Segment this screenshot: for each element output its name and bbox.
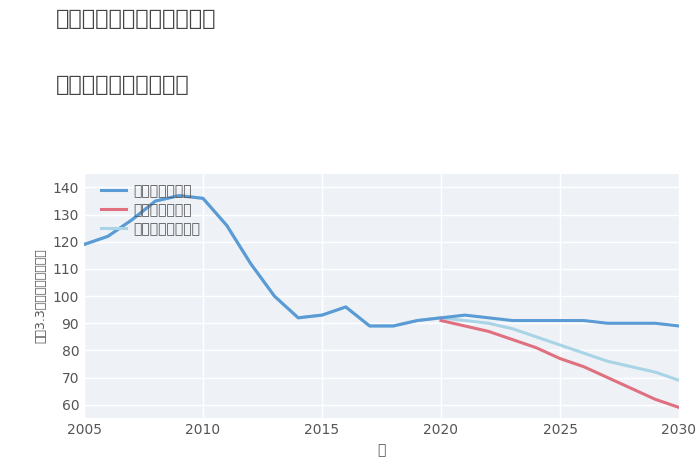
グッドシナリオ bbox=[270, 293, 279, 299]
ノーマルシナリオ bbox=[175, 193, 183, 198]
グッドシナリオ bbox=[365, 323, 374, 329]
ノーマルシナリオ bbox=[104, 234, 112, 239]
Line: バッドシナリオ: バッドシナリオ bbox=[441, 321, 679, 407]
グッドシナリオ bbox=[580, 318, 588, 323]
グッドシナリオ bbox=[318, 312, 326, 318]
グッドシナリオ bbox=[151, 198, 160, 204]
ノーマルシナリオ bbox=[270, 293, 279, 299]
バッドシナリオ bbox=[603, 375, 612, 380]
ノーマルシナリオ bbox=[365, 323, 374, 329]
グッドシナリオ bbox=[675, 323, 683, 329]
ノーマルシナリオ bbox=[603, 359, 612, 364]
ノーマルシナリオ bbox=[675, 377, 683, 383]
ノーマルシナリオ bbox=[151, 198, 160, 204]
グッドシナリオ bbox=[508, 318, 517, 323]
X-axis label: 年: 年 bbox=[377, 443, 386, 457]
ノーマルシナリオ bbox=[437, 315, 445, 321]
グッドシナリオ bbox=[437, 315, 445, 321]
ノーマルシナリオ bbox=[413, 318, 421, 323]
ノーマルシナリオ bbox=[318, 312, 326, 318]
バッドシナリオ bbox=[532, 345, 540, 351]
グッドシナリオ bbox=[175, 193, 183, 198]
グッドシナリオ bbox=[389, 323, 398, 329]
ノーマルシナリオ bbox=[223, 223, 231, 228]
グッドシナリオ bbox=[484, 315, 493, 321]
グッドシナリオ bbox=[199, 196, 207, 201]
ノーマルシナリオ bbox=[342, 304, 350, 310]
グッドシナリオ bbox=[223, 223, 231, 228]
ノーマルシナリオ bbox=[199, 196, 207, 201]
グッドシナリオ bbox=[413, 318, 421, 323]
バッドシナリオ bbox=[461, 323, 469, 329]
バッドシナリオ bbox=[556, 356, 564, 361]
バッドシナリオ bbox=[675, 405, 683, 410]
Line: グッドシナリオ: グッドシナリオ bbox=[84, 196, 679, 326]
グッドシナリオ bbox=[556, 318, 564, 323]
グッドシナリオ bbox=[127, 217, 136, 223]
ノーマルシナリオ bbox=[80, 242, 88, 247]
グッドシナリオ bbox=[532, 318, 540, 323]
ノーマルシナリオ bbox=[580, 350, 588, 356]
グッドシナリオ bbox=[80, 242, 88, 247]
Text: 兵庫県豊岡市但東町小坂の: 兵庫県豊岡市但東町小坂の bbox=[56, 9, 216, 30]
グッドシナリオ bbox=[461, 312, 469, 318]
グッドシナリオ bbox=[246, 261, 255, 266]
バッドシナリオ bbox=[484, 329, 493, 334]
ノーマルシナリオ bbox=[627, 364, 636, 369]
ノーマルシナリオ bbox=[484, 321, 493, 326]
ノーマルシナリオ bbox=[246, 261, 255, 266]
ノーマルシナリオ bbox=[556, 342, 564, 348]
グッドシナリオ bbox=[294, 315, 302, 321]
ノーマルシナリオ bbox=[461, 318, 469, 323]
バッドシナリオ bbox=[437, 318, 445, 323]
ノーマルシナリオ bbox=[294, 315, 302, 321]
グッドシナリオ bbox=[627, 321, 636, 326]
グッドシナリオ bbox=[603, 321, 612, 326]
バッドシナリオ bbox=[508, 337, 517, 342]
グッドシナリオ bbox=[651, 321, 659, 326]
ノーマルシナリオ bbox=[389, 323, 398, 329]
ノーマルシナリオ bbox=[651, 369, 659, 375]
グッドシナリオ bbox=[104, 234, 112, 239]
ノーマルシナリオ bbox=[532, 334, 540, 340]
バッドシナリオ bbox=[580, 364, 588, 369]
ノーマルシナリオ bbox=[508, 326, 517, 331]
バッドシナリオ bbox=[627, 385, 636, 391]
Legend: グッドシナリオ, バッドシナリオ, ノーマルシナリオ: グッドシナリオ, バッドシナリオ, ノーマルシナリオ bbox=[96, 179, 206, 242]
Y-axis label: 坪（3.3㎡）単価（万円）: 坪（3.3㎡）単価（万円） bbox=[34, 249, 47, 344]
グッドシナリオ bbox=[342, 304, 350, 310]
Text: 中古戸建ての価格推移: 中古戸建ての価格推移 bbox=[56, 75, 190, 95]
Line: ノーマルシナリオ: ノーマルシナリオ bbox=[84, 196, 679, 380]
ノーマルシナリオ bbox=[127, 217, 136, 223]
バッドシナリオ bbox=[651, 397, 659, 402]
